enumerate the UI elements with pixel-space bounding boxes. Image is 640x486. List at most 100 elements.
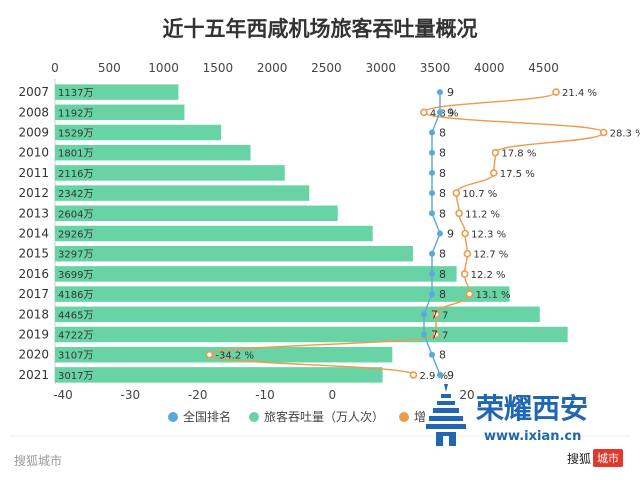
- rank-point: [429, 129, 435, 136]
- year-label: 2013: [18, 206, 49, 220]
- growth-point: [432, 310, 440, 319]
- bar: [55, 367, 383, 383]
- bar: [55, 286, 510, 302]
- watermark-url: www.ixian.cn: [484, 429, 581, 444]
- growth-point: [432, 330, 440, 339]
- bar: [55, 245, 413, 262]
- bar-label: 4722万: [58, 331, 93, 342]
- bottom-axis-tick: -40: [53, 388, 73, 402]
- bar-label: 3017万: [58, 371, 93, 382]
- rank-label: 9: [447, 369, 454, 382]
- bar-label: 1137万: [58, 88, 93, 99]
- bar: [55, 326, 568, 343]
- growth-label: 7: [442, 310, 448, 321]
- year-label: 2017: [18, 287, 49, 301]
- year-label: 2012: [18, 186, 49, 200]
- bottom-axis-tick: 0: [329, 388, 337, 402]
- growth-label: 12.7 %: [473, 250, 508, 261]
- rank-label: 8: [439, 187, 446, 200]
- year-axis: 2007 2008 2009 2010 2011 2012 2013 2014 2015 2016…: [18, 85, 49, 382]
- rank-label: 8: [439, 268, 446, 281]
- growth-label: -34.2 %: [215, 351, 254, 362]
- bar: [55, 104, 185, 121]
- bar: [55, 225, 373, 242]
- year-label: 2019: [18, 328, 49, 342]
- growth-point: [452, 189, 461, 197]
- rank-label: 8: [439, 127, 446, 140]
- growth-label: 4.8 %: [430, 108, 459, 119]
- growth-point: [465, 290, 474, 298]
- growth-point: [463, 249, 472, 258]
- bottom-axis-tick: -20: [188, 388, 208, 402]
- watermark-logo: 荣耀西安 www.ixian.cn: [426, 384, 588, 446]
- rank-label: 7: [431, 308, 438, 321]
- bar: [55, 124, 222, 141]
- bar: [55, 266, 457, 282]
- rank-label: 7: [431, 329, 438, 342]
- bottom-axis-tick: 20: [459, 388, 474, 402]
- top-axis-tick: 3000: [365, 61, 396, 75]
- growth-point: [409, 371, 418, 379]
- top-axis-tick: 4000: [474, 61, 505, 75]
- bar-series: 1137万 1192万 1529万 1801万 2116万 2342万 2604万 2926万…: [55, 84, 568, 383]
- growth-point: [461, 229, 469, 238]
- rank-label: 8: [439, 349, 446, 362]
- bottom-axis: -40 -30 -20 -10 0 20: [53, 388, 474, 402]
- growth-label: 12.3 %: [471, 230, 506, 241]
- year-label: 2018: [18, 307, 49, 321]
- rank-point: [421, 331, 427, 338]
- top-axis-tick: 2500: [311, 61, 342, 75]
- legend-swatch: [249, 412, 259, 422]
- bar-label: 1192万: [58, 108, 93, 119]
- growth-point: [455, 209, 463, 218]
- rank-point: [437, 89, 443, 96]
- rank-label: 9: [447, 228, 454, 241]
- rank-point: [429, 291, 435, 298]
- growth-point: [420, 108, 428, 117]
- rank-point: [437, 109, 443, 116]
- growth-label: 2.9 %: [419, 371, 448, 382]
- rank-label: 8: [439, 207, 446, 220]
- rank-point: [429, 250, 435, 257]
- rank-label: 8: [439, 248, 446, 261]
- bar-label: 2116万: [58, 169, 93, 180]
- bottom-axis-tick: -10: [255, 388, 275, 402]
- bar: [55, 205, 338, 222]
- growth-point: [552, 88, 560, 96]
- footer-brand-badge: 城市: [593, 449, 624, 467]
- footer-brand: 搜狐 城市: [567, 449, 624, 467]
- year-label: 2015: [18, 247, 49, 261]
- growth-point: [205, 350, 214, 359]
- growth-label: 17.5 %: [500, 169, 535, 180]
- bar-label: 2342万: [58, 189, 93, 200]
- legend-swatch: [168, 412, 178, 422]
- bar-label: 3107万: [58, 351, 93, 362]
- growth-point: [599, 128, 608, 137]
- footer-brand-text: 搜狐: [567, 451, 592, 466]
- rank-point: [429, 190, 435, 197]
- bar: [55, 144, 251, 161]
- bar: [55, 185, 310, 201]
- year-label: 2016: [18, 267, 49, 281]
- legend-swatch: [399, 412, 409, 422]
- growth-label: 21.4 %: [562, 88, 597, 99]
- year-label: 2011: [18, 166, 49, 180]
- growth-label: 13.1 %: [476, 290, 511, 301]
- year-label: 2009: [18, 126, 49, 140]
- growth-point: [460, 270, 469, 278]
- bar: [55, 84, 179, 100]
- year-label: 2014: [18, 227, 49, 241]
- rank-point: [429, 169, 435, 176]
- bar-label: 2926万: [58, 230, 93, 241]
- top-axis-tick: 4500: [528, 61, 559, 75]
- bar-label: 1801万: [58, 149, 93, 160]
- rank-point: [437, 371, 443, 378]
- top-axis-tick: 1000: [148, 61, 179, 75]
- bar-label: 2604万: [58, 209, 93, 220]
- year-label: 2021: [18, 368, 49, 382]
- bar-label: 3297万: [58, 250, 93, 261]
- rank-point: [429, 210, 435, 217]
- growth-label: 12.2 %: [471, 270, 506, 281]
